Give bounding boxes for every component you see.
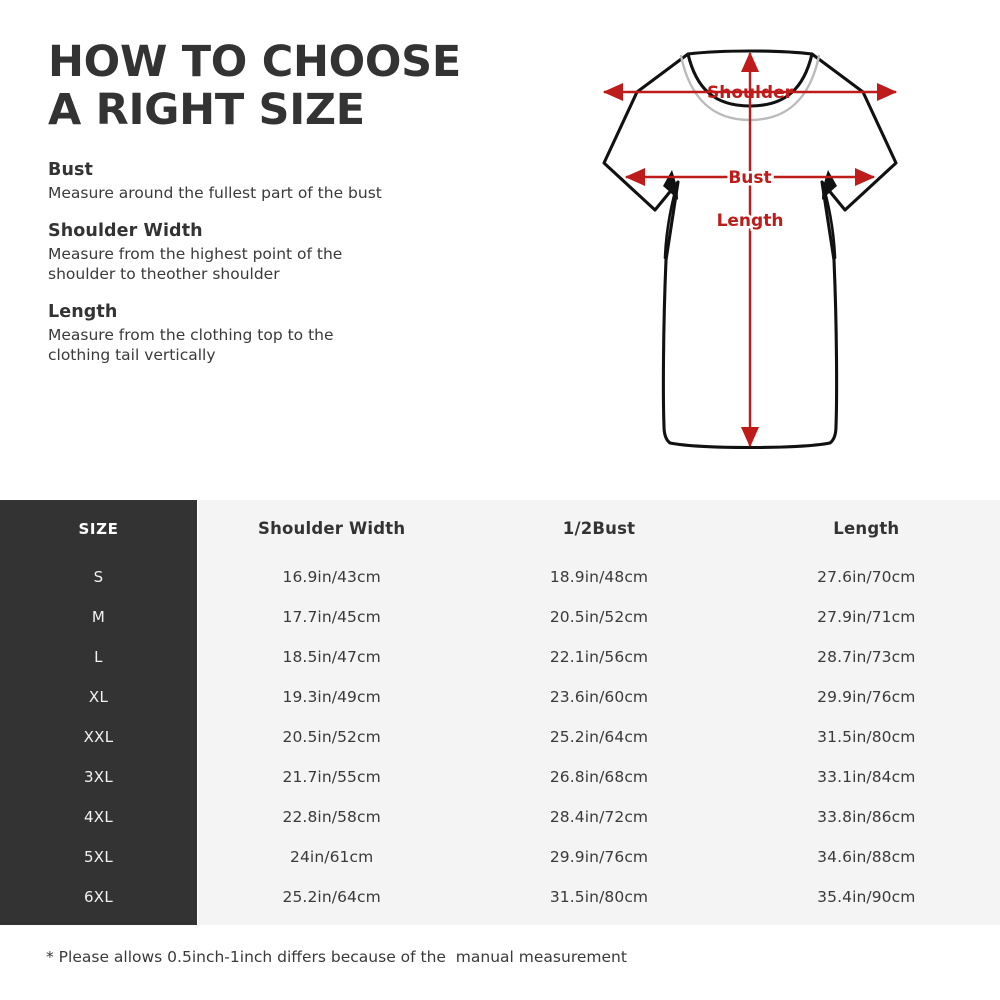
size-cell-row: XXL (0, 717, 197, 757)
table-row: 25.2in/64cm 31.5in/80cm 35.4in/90cm (198, 877, 1000, 917)
size-value: 3XL (83, 768, 114, 786)
definition-desc-length: Measure from the clothing top to the clo… (48, 325, 334, 365)
cell-shoulder-width: 21.7in/55cm (282, 768, 381, 786)
cell-shoulder-width: 17.7in/45cm (282, 608, 381, 626)
cell-half-bust: 23.6in/60cm (549, 688, 649, 706)
definition-desc-bust: Measure around the fullest part of the b… (48, 184, 382, 203)
cell-length: 29.9in/76cm (817, 688, 916, 706)
cell-shoulder-width: 22.8in/58cm (282, 808, 381, 826)
definition-desc-shoulder-width: Measure from the highest point of the sh… (48, 244, 343, 284)
cell-length: 27.6in/70cm (817, 568, 916, 586)
cell-shoulder-width: 19.3in/49cm (282, 688, 381, 706)
size-value: 6XL (83, 888, 114, 906)
cell-shoulder-width: 20.5in/52cm (282, 728, 381, 746)
cell-length: 34.6in/88cm (817, 848, 916, 866)
bust-label: Bust (728, 168, 771, 188)
table-row: 19.3in/49cm 23.6in/60cm 29.9in/76cm (198, 677, 1000, 717)
cell-length: 28.7in/73cm (817, 648, 916, 666)
table-row: 22.8in/58cm 28.4in/72cm 33.8in/86cm (198, 797, 1000, 837)
measurement-disclaimer: * Please allows 0.5inch-1inch differs be… (46, 948, 627, 966)
cell-half-bust: 20.5in/52cm (549, 608, 649, 626)
cell-half-bust: 29.9in/76cm (549, 848, 649, 866)
cell-half-bust: 22.1in/56cm (549, 648, 649, 666)
cell-length: 33.8in/86cm (817, 808, 916, 826)
size-cell-row: XL (0, 677, 197, 717)
cell-shoulder-width: 16.9in/43cm (282, 568, 381, 586)
definition-term-bust: Bust (48, 160, 93, 181)
cell-shoulder-width: 24in/61cm (290, 848, 374, 866)
page-title: HOW TO CHOOSE A RIGHT SIZE (48, 37, 461, 136)
column-header-length: Length (833, 519, 900, 538)
measurement-arrows (602, 51, 898, 448)
size-value: M (91, 608, 106, 626)
definition-term-shoulder-width: Shoulder Width (48, 220, 203, 241)
size-value: XXL (83, 728, 114, 746)
column-header-half-bust: 1/2Bust (562, 519, 636, 538)
column-header-shoulder-width: Shoulder Width (257, 519, 406, 538)
info-panel: HOW TO CHOOSE A RIGHT SIZE Bust Measure … (48, 38, 478, 383)
measurement-labels: Shoulder Bust Length (707, 83, 794, 234)
definition-shoulder-width: Shoulder Width Measure from the highest … (48, 221, 478, 285)
cell-half-bust: 26.8in/68cm (549, 768, 649, 786)
cell-half-bust: 25.2in/64cm (549, 728, 649, 746)
cell-shoulder-width: 25.2in/64cm (282, 888, 381, 906)
measurement-columns: Shoulder Width 1/2Bust Length 16.9in/43c… (198, 500, 1000, 925)
cell-half-bust: 28.4in/72cm (549, 808, 649, 826)
size-cell-row: 4XL (0, 797, 197, 837)
definition-term-length: Length (48, 301, 118, 322)
size-value: 5XL (83, 848, 114, 866)
cell-shoulder-width: 18.5in/47cm (282, 648, 381, 666)
cell-length: 31.5in/80cm (817, 728, 916, 746)
definition-length: Length Measure from the clothing top to … (48, 302, 478, 366)
size-value: XL (88, 688, 109, 706)
size-column: SIZE S M L XL XXL 3XL 4XL 5XL 6XL (0, 500, 197, 925)
size-cell-row: S (0, 557, 197, 597)
table-row: 24in/61cm 29.9in/76cm 34.6in/88cm (198, 837, 1000, 877)
size-cell-row: L (0, 637, 197, 677)
size-value: L (94, 648, 103, 666)
top-section: HOW TO CHOOSE A RIGHT SIZE Bust Measure … (0, 0, 1000, 490)
size-chart-table: SIZE S M L XL XXL 3XL 4XL 5XL 6XL (0, 500, 1000, 925)
table-row: 21.7in/55cm 26.8in/68cm 33.1in/84cm (198, 757, 1000, 797)
size-column-header: SIZE (0, 500, 197, 557)
cell-length: 27.9in/71cm (817, 608, 916, 626)
table-row: 16.9in/43cm 18.9in/48cm 27.6in/70cm (198, 557, 1000, 597)
cell-half-bust: 18.9in/48cm (549, 568, 649, 586)
cell-length: 35.4in/90cm (817, 888, 916, 906)
table-header-row: Shoulder Width 1/2Bust Length (198, 500, 1000, 557)
size-cell-row: 3XL (0, 757, 197, 797)
column-header-size: SIZE (78, 519, 119, 538)
definition-bust: Bust Measure around the fullest part of … (48, 160, 478, 203)
table-row: 20.5in/52cm 25.2in/64cm 31.5in/80cm (198, 717, 1000, 757)
size-value: 4XL (83, 808, 114, 826)
size-cell-row: 5XL (0, 837, 197, 877)
table-row: 17.7in/45cm 20.5in/52cm 27.9in/71cm (198, 597, 1000, 637)
length-label: Length (717, 211, 784, 231)
cell-length: 33.1in/84cm (817, 768, 916, 786)
shoulder-label: Shoulder (707, 83, 794, 103)
tshirt-diagram: Shoulder Bust Length (500, 30, 1000, 480)
size-value: S (93, 568, 104, 586)
table-row: 18.5in/47cm 22.1in/56cm 28.7in/73cm (198, 637, 1000, 677)
size-cell-row: M (0, 597, 197, 637)
size-cell-row: 6XL (0, 877, 197, 917)
cell-half-bust: 31.5in/80cm (549, 888, 649, 906)
